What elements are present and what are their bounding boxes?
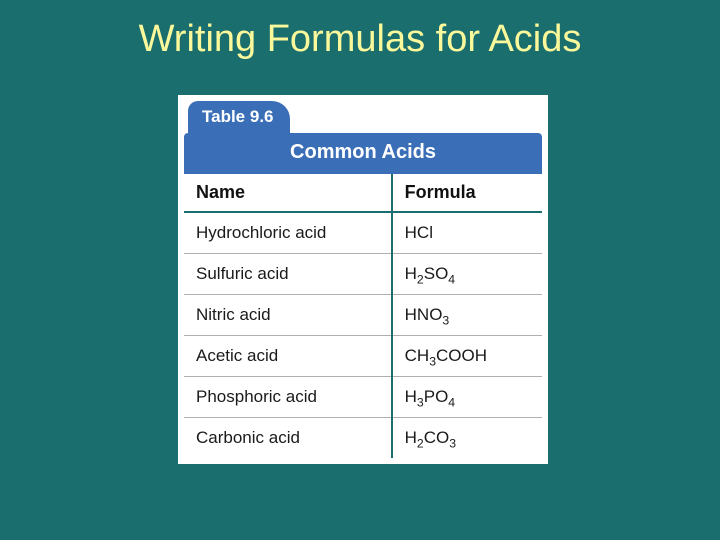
acid-name-cell: Hydrochloric acid — [184, 212, 392, 254]
table-row: Phosphoric acidH3PO4 — [184, 377, 542, 418]
table-caption: Common Acids — [184, 133, 542, 174]
acid-name-cell: Sulfuric acid — [184, 254, 392, 295]
acid-name-cell: Phosphoric acid — [184, 377, 392, 418]
table-row: Hydrochloric acidHCl — [184, 212, 542, 254]
acid-name-cell: Carbonic acid — [184, 418, 392, 459]
table-header-row: Name Formula — [184, 174, 542, 212]
col-header-formula: Formula — [392, 174, 542, 212]
table-container: Table 9.6 Common Acids Name Formula Hydr… — [178, 95, 548, 464]
acid-formula-cell: CH3COOH — [392, 336, 542, 377]
acids-table: Name Formula Hydrochloric acidHClSulfuri… — [184, 174, 542, 458]
table-body: Hydrochloric acidHClSulfuric acidH2SO4Ni… — [184, 212, 542, 458]
table-row: Acetic acidCH3COOH — [184, 336, 542, 377]
acid-formula-cell: HCl — [392, 212, 542, 254]
acid-formula-cell: HNO3 — [392, 295, 542, 336]
table-tab-label: Table 9.6 — [188, 101, 290, 133]
acid-name-cell: Nitric acid — [184, 295, 392, 336]
col-header-name: Name — [184, 174, 392, 212]
table-row: Sulfuric acidH2SO4 — [184, 254, 542, 295]
table-row: Carbonic acidH2CO3 — [184, 418, 542, 459]
acid-formula-cell: H2CO3 — [392, 418, 542, 459]
acid-formula-cell: H2SO4 — [392, 254, 542, 295]
slide-title: Writing Formulas for Acids — [0, 18, 720, 61]
acid-name-cell: Acetic acid — [184, 336, 392, 377]
table-row: Nitric acidHNO3 — [184, 295, 542, 336]
acid-formula-cell: H3PO4 — [392, 377, 542, 418]
